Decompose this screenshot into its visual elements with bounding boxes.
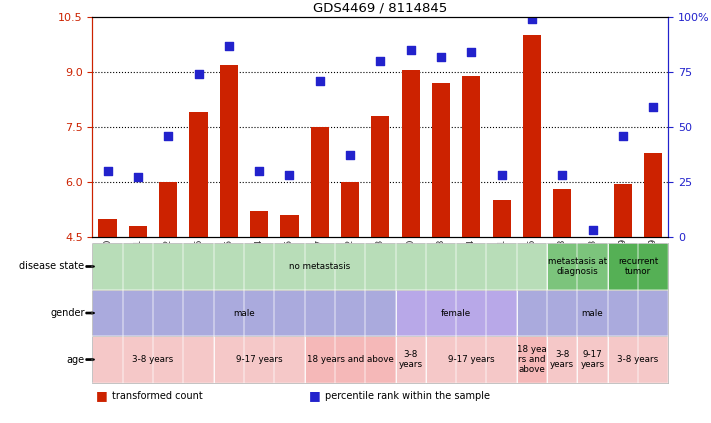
Text: percentile rank within the sample: percentile rank within the sample (325, 390, 490, 401)
Text: female: female (441, 308, 471, 318)
Text: male: male (582, 308, 604, 318)
Point (163, 132, 174, 139)
Bar (341, 182, 359, 237)
Title: GDS4469 / 8114845: GDS4469 / 8114845 (314, 1, 447, 14)
Text: disease state: disease state (19, 261, 85, 272)
Text: ■: ■ (309, 389, 321, 402)
Bar (220, 65, 238, 237)
Bar (462, 76, 481, 237)
Point (284, 172, 295, 179)
Bar (250, 211, 268, 237)
Point (587, 227, 598, 233)
Text: transformed count: transformed count (112, 390, 203, 401)
Point (496, 172, 508, 179)
Text: no metastasis: no metastasis (289, 262, 351, 271)
Bar (644, 153, 662, 237)
Bar (129, 226, 147, 237)
Point (314, 77, 326, 84)
Point (435, 53, 447, 60)
Text: male: male (233, 308, 255, 318)
Text: ■: ■ (96, 389, 108, 402)
Point (405, 47, 417, 53)
Bar (493, 200, 510, 237)
Text: age: age (67, 354, 85, 365)
Bar (189, 112, 208, 237)
Bar (371, 116, 390, 237)
Bar (159, 182, 177, 237)
Bar (99, 219, 117, 237)
Text: metastasis at
diagnosis: metastasis at diagnosis (548, 257, 607, 276)
Text: 3-8
years: 3-8 years (550, 350, 574, 369)
Point (526, 16, 538, 22)
Bar (280, 215, 299, 237)
Point (557, 172, 568, 179)
Text: 18 years and above: 18 years and above (306, 355, 393, 364)
Bar (311, 127, 329, 237)
Bar (553, 189, 572, 237)
Bar (523, 35, 541, 237)
Text: gender: gender (50, 308, 85, 318)
Text: 3-8 years: 3-8 years (617, 355, 658, 364)
Bar (432, 83, 450, 237)
Text: 9-17
years: 9-17 years (580, 350, 604, 369)
Point (253, 168, 264, 174)
Point (375, 58, 386, 64)
Bar (584, 237, 602, 384)
Point (617, 132, 629, 139)
Text: recurrent
tumor: recurrent tumor (618, 257, 658, 276)
Point (102, 168, 113, 174)
Text: 9-17 years: 9-17 years (448, 355, 495, 364)
Text: 9-17 years: 9-17 years (236, 355, 282, 364)
Point (132, 174, 144, 181)
Text: 18 yea
rs and
above: 18 yea rs and above (517, 345, 547, 374)
Text: 3-8
years: 3-8 years (399, 350, 423, 369)
Bar (402, 70, 419, 237)
Text: 3-8 years: 3-8 years (132, 355, 173, 364)
Bar (614, 184, 632, 237)
Point (466, 49, 477, 55)
Point (648, 104, 659, 110)
Point (223, 42, 235, 49)
Point (344, 152, 356, 159)
Point (193, 71, 204, 77)
